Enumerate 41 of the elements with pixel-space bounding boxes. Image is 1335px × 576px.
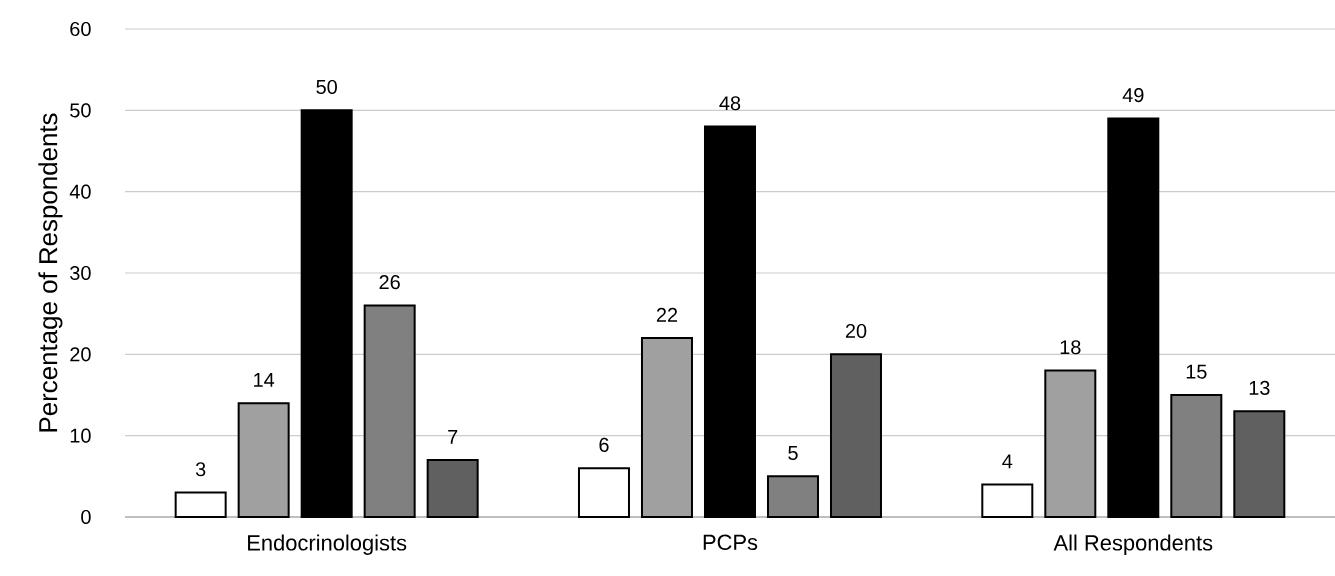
y-tick-label: 50 bbox=[70, 103, 91, 118]
data-label: 6 bbox=[599, 437, 609, 452]
x-tick-label: All Respondents bbox=[1053, 534, 1213, 555]
data-label: 48 bbox=[719, 96, 741, 111]
data-label: 20 bbox=[845, 323, 867, 339]
data-label: 5 bbox=[788, 446, 798, 461]
bar bbox=[577, 467, 630, 518]
data-label: 3 bbox=[195, 462, 206, 477]
data-label: 18 bbox=[1060, 340, 1081, 355]
bar bbox=[1044, 369, 1097, 518]
bar bbox=[1107, 117, 1160, 518]
data-label: 4 bbox=[1002, 454, 1013, 469]
bar bbox=[766, 475, 819, 518]
bar bbox=[981, 483, 1034, 518]
x-tick-label: PCPs bbox=[703, 534, 758, 551]
data-label: 15 bbox=[1186, 364, 1207, 379]
bar bbox=[703, 125, 756, 518]
y-tick-label: 30 bbox=[70, 265, 91, 281]
bar bbox=[426, 459, 479, 518]
data-label: 50 bbox=[316, 79, 337, 95]
bar bbox=[1233, 410, 1286, 518]
data-label: 7 bbox=[448, 430, 458, 444]
bar bbox=[640, 337, 693, 518]
data-label: 22 bbox=[656, 307, 678, 322]
data-label: 49 bbox=[1122, 88, 1144, 103]
y-tick-label: 60 bbox=[70, 21, 91, 37]
data-label: 26 bbox=[379, 275, 400, 290]
y-axis-title: Percentage of Respondents bbox=[38, 113, 63, 432]
y-tick-label: 40 bbox=[69, 184, 91, 199]
x-tick-label: Endocrinologists bbox=[248, 534, 407, 555]
y-tick-label: 0 bbox=[81, 509, 91, 525]
bar bbox=[363, 304, 416, 518]
data-label: 13 bbox=[1249, 380, 1270, 395]
bar bbox=[300, 109, 353, 518]
y-tick-label: 20 bbox=[70, 347, 91, 362]
bar bbox=[237, 402, 290, 518]
y-tick-label: 10 bbox=[70, 428, 91, 443]
data-label: 14 bbox=[254, 373, 275, 387]
bar bbox=[829, 353, 882, 518]
bar bbox=[1170, 394, 1223, 518]
bar bbox=[174, 491, 227, 518]
